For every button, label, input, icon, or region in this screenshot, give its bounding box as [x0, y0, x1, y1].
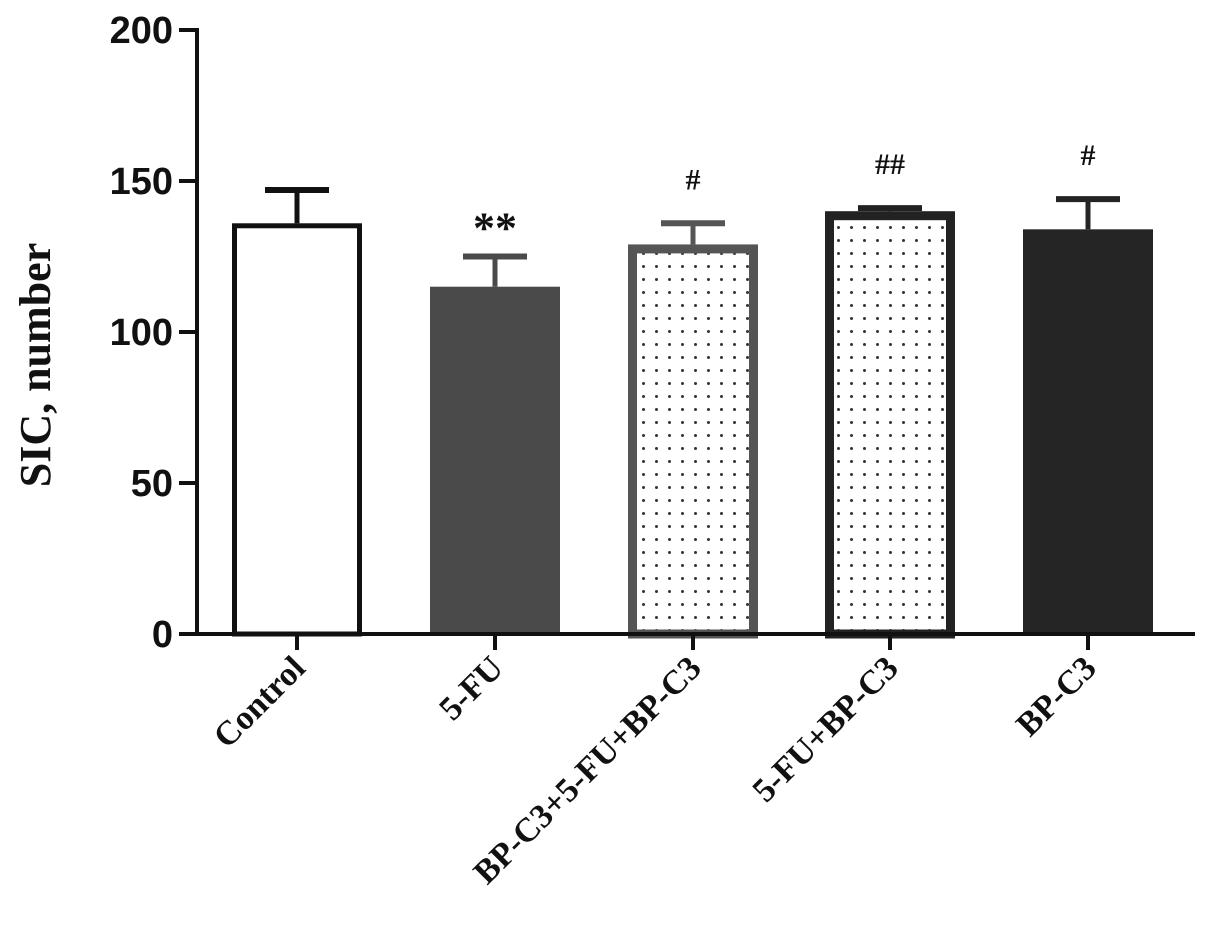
- bar-4: [1023, 229, 1153, 636]
- significance-marker-4: #: [1081, 139, 1096, 172]
- bar-1: [430, 286, 560, 636]
- error-bar-0: [265, 187, 329, 224]
- bar-0: [232, 223, 362, 637]
- y-tick-label-0: 0: [152, 614, 173, 656]
- y-tick-label-2: 100: [110, 312, 173, 354]
- error-bar-2: [661, 220, 725, 245]
- bar-2: [628, 244, 758, 639]
- category-label-1: 5-FU: [432, 649, 510, 727]
- significance-marker-2: #: [686, 163, 701, 196]
- significance-marker-1: **: [473, 204, 517, 253]
- error-bar-4: [1056, 196, 1120, 230]
- y-tick-label-1: 50: [131, 463, 173, 505]
- significance-marker-3: ##: [875, 148, 905, 181]
- category-label-4: BP-C3: [1009, 649, 1103, 743]
- bar-3: [825, 211, 955, 639]
- error-bar-1: [463, 253, 527, 287]
- category-label-3: 5-FU+BP-C3: [746, 649, 906, 809]
- error-bar-3: [858, 205, 922, 212]
- y-tick-label-3: 150: [110, 161, 173, 203]
- category-label-0: Control: [207, 649, 313, 755]
- y-tick-label-4: 200: [110, 10, 173, 52]
- category-label-2: BP-C3+5-FU+BP-C3: [467, 649, 709, 891]
- y-axis-title: SIC, number: [11, 243, 60, 488]
